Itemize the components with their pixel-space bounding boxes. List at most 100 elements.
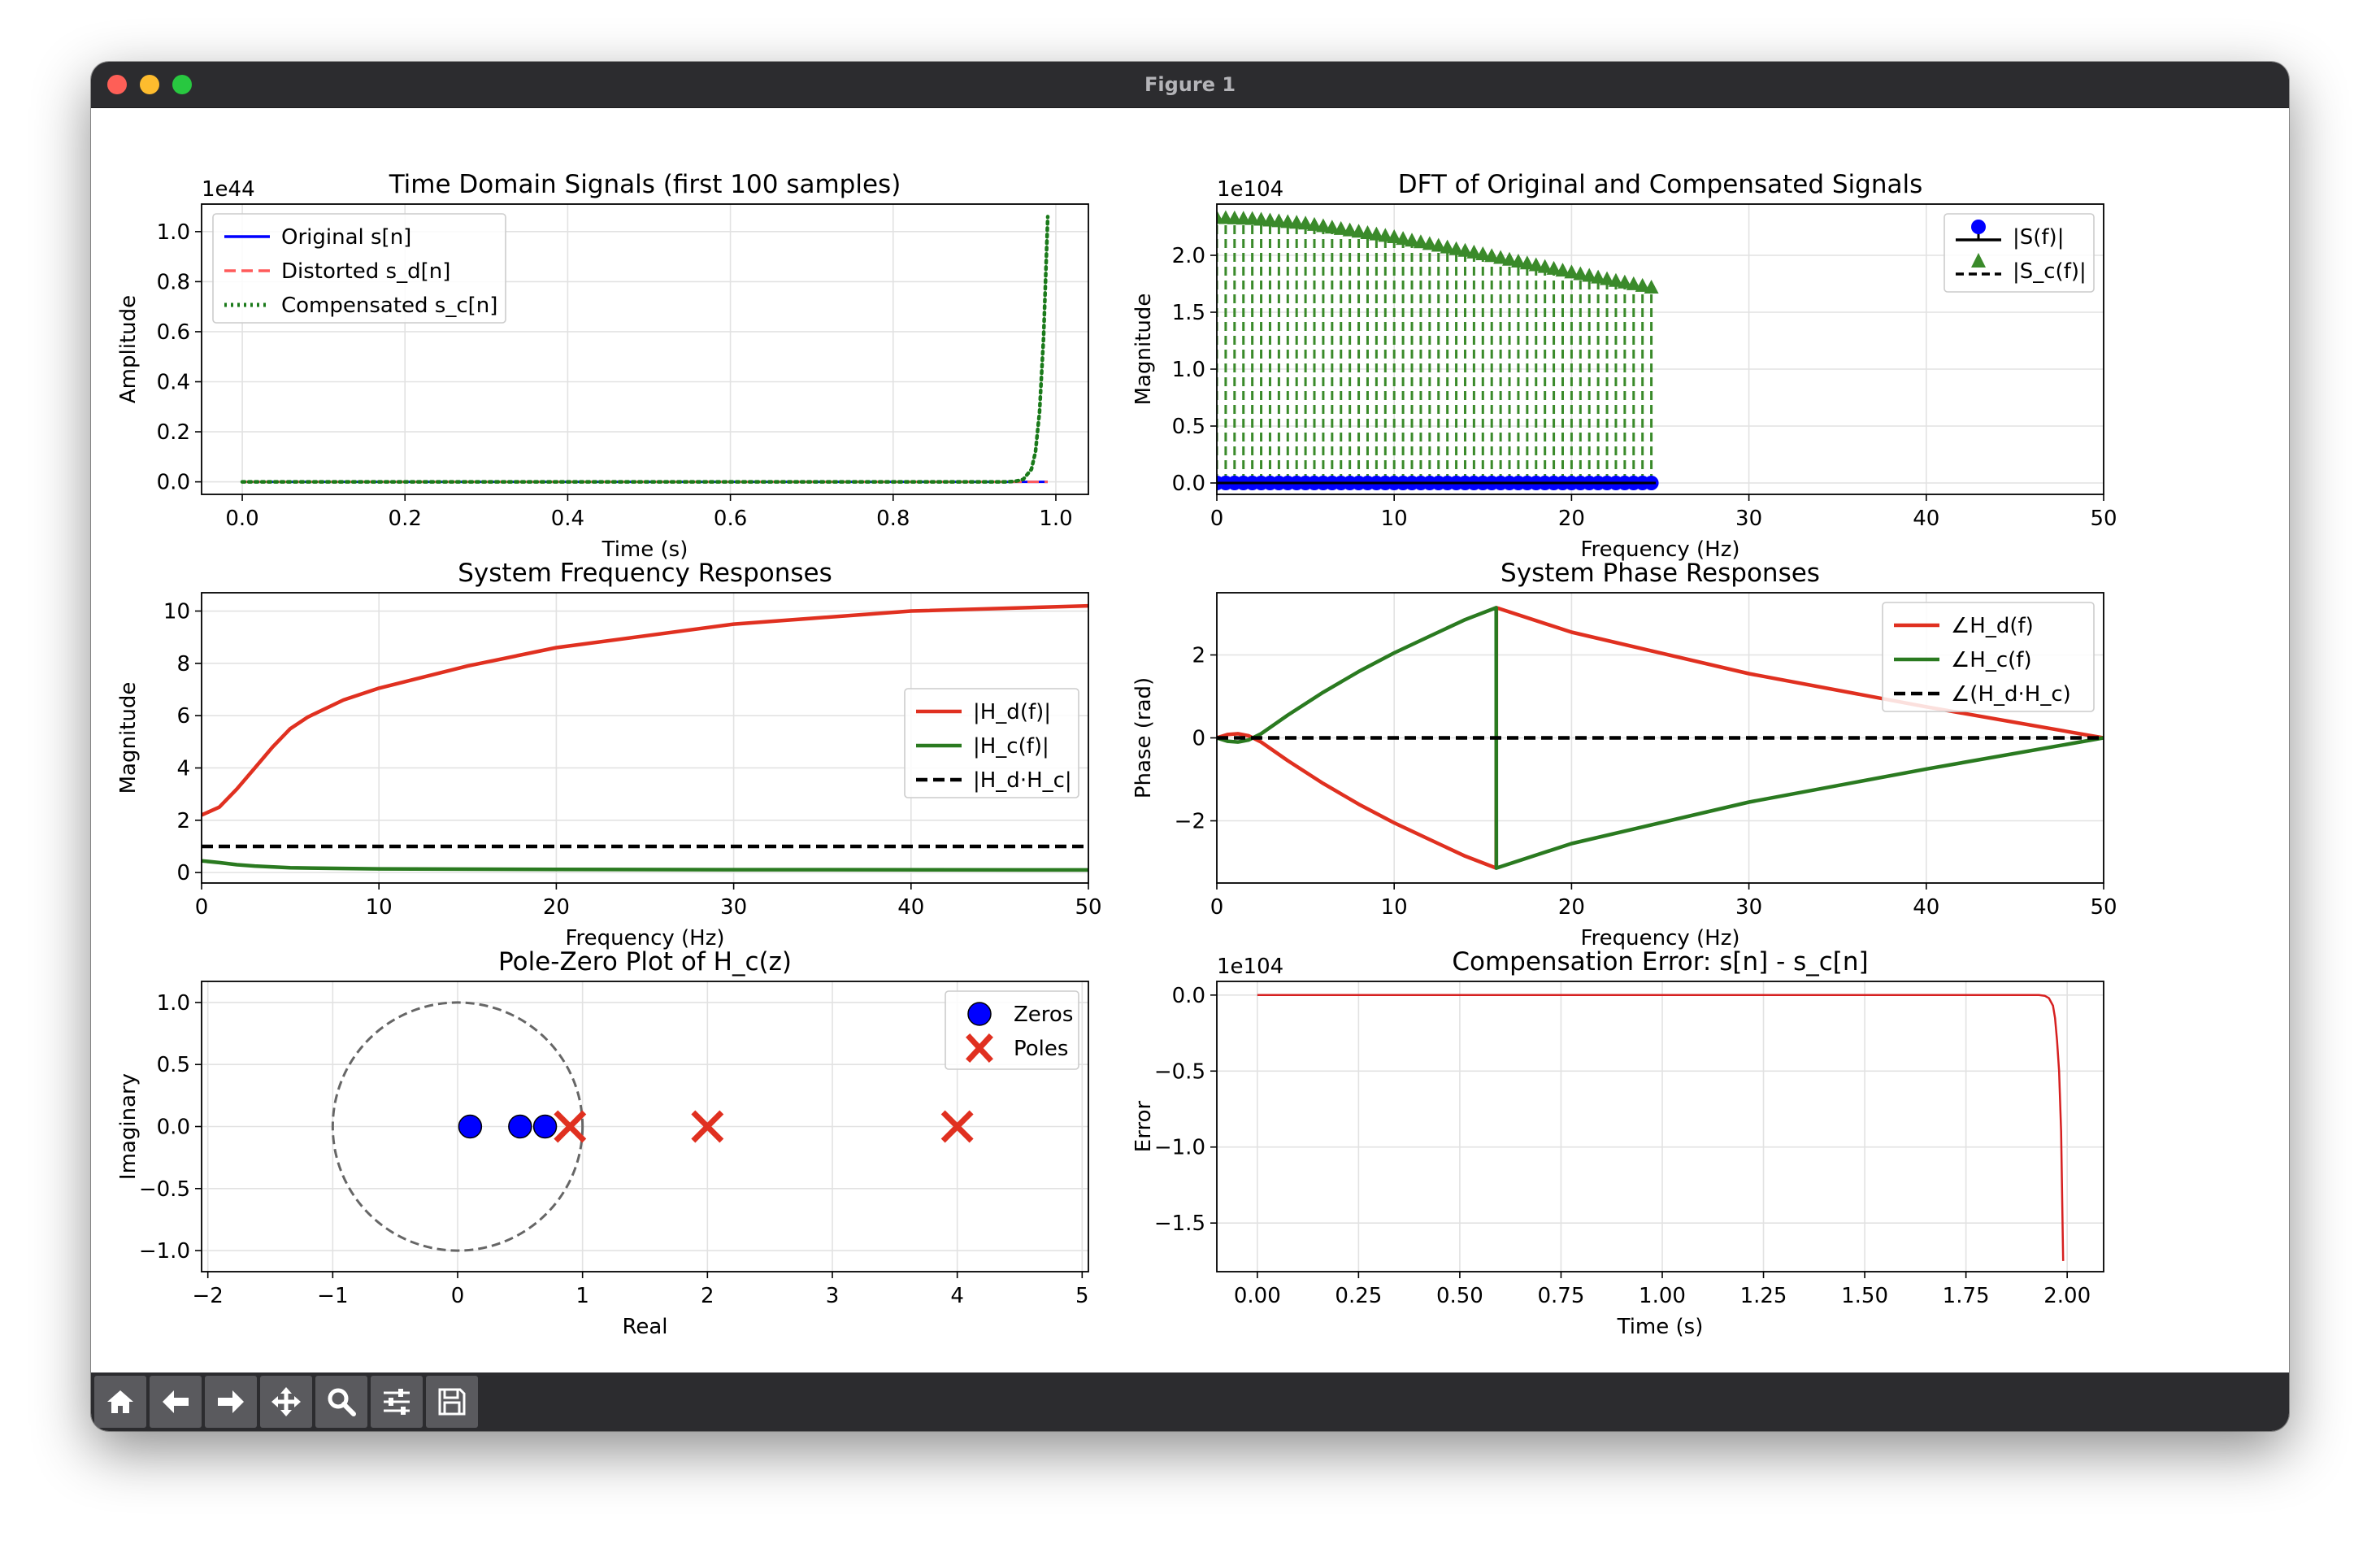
legend-label: Poles	[1014, 1037, 1068, 1061]
x-axis-label: Frequency (Hz)	[565, 926, 724, 951]
stem-marker-compensated	[1626, 276, 1641, 290]
stem-marker-compensated	[1617, 274, 1632, 289]
x-axis-label: Time (s)	[602, 537, 688, 562]
x-tick-label: 20	[1558, 507, 1585, 531]
arrow-left-icon	[163, 1390, 189, 1413]
x-tick-label: 30	[1735, 895, 1762, 920]
zoom-button[interactable]	[315, 1376, 367, 1428]
x-tick-label: 40	[897, 895, 924, 920]
axes-border	[1216, 592, 2104, 884]
pan-button[interactable]	[260, 1376, 312, 1428]
legend-label: Original s[n]	[281, 225, 411, 250]
x-tick-label: 0	[1210, 507, 1224, 531]
stem-marker-compensated	[1546, 260, 1561, 275]
y-tick-label: −0.5	[1154, 1059, 1205, 1084]
axis-offset-text: 1e44	[202, 177, 255, 202]
x-tick-label: 30	[720, 895, 747, 920]
stem-marker-compensated	[1608, 272, 1623, 287]
x-tick-label: 30	[1735, 507, 1762, 531]
legend-label: |S_c(f)|	[2013, 259, 2087, 284]
chart-title: System Phase Responses	[1501, 559, 1820, 588]
legend-label: |H_d·H_c|	[973, 768, 1072, 793]
y-axis-label: Phase (rad)	[1131, 677, 1156, 798]
axes-background	[1217, 981, 2104, 1272]
series-line-phase-hd	[1217, 606, 2104, 870]
back-button[interactable]	[150, 1376, 202, 1428]
chart-title: Time Domain Signals (first 100 samples)	[389, 170, 901, 199]
x-tick-label: 2	[701, 1284, 714, 1308]
legend-label: ∠H_c(f)	[1951, 648, 2032, 672]
legend-swatch	[967, 1002, 992, 1026]
x-tick-label: 0	[195, 895, 209, 920]
legend-label: ∠H_d(f)	[1951, 614, 2034, 638]
pole-marker	[554, 1110, 587, 1143]
plot-area	[202, 603, 1088, 872]
figure-canvas[interactable]: 0.0 0.2 0.4 0.6 0.8 1.0 0.0 0.2 0.4 0.6 0.8 1.0 Time…	[91, 107, 2289, 1372]
configure-subplots-button[interactable]	[371, 1376, 423, 1428]
x-tick-label: 0.25	[1335, 1284, 1382, 1308]
legend-swatch	[1956, 220, 2001, 241]
stem-marker-compensated	[1280, 214, 1296, 228]
plot-area	[1257, 994, 2065, 1261]
magnifier-icon	[328, 1388, 356, 1416]
plot-area	[1217, 606, 2104, 870]
stem-marker-compensated	[1644, 279, 1659, 294]
y-tick-label: −0.5	[139, 1177, 190, 1202]
save-button[interactable]	[426, 1376, 478, 1428]
series-line-hd	[202, 603, 1088, 817]
legend-label: Compensated s_c[n]	[281, 294, 497, 318]
subplot-freq-response: 0 10 20 30 40 50 0 2 4 6 8 10 System Frequency Respo…	[116, 559, 1102, 951]
legend-swatch	[1956, 253, 2001, 276]
y-tick-label: 2.0	[1172, 244, 1205, 268]
axes-border	[1216, 203, 2104, 495]
stem-marker-compensated	[1440, 239, 1455, 254]
y-axis-label: Magnitude	[1131, 294, 1156, 406]
subplot-phase-response: 0 10 20 30 40 50 −2 0 2 System Phase Responses Fre…	[1131, 559, 2117, 951]
stem-marker-compensated	[1360, 224, 1375, 239]
y-tick-label: 1.0	[157, 220, 190, 245]
y-axis-label: Imaginary	[116, 1073, 141, 1180]
pole-marker	[691, 1110, 724, 1143]
x-tick-label: 0.8	[876, 507, 910, 531]
stem-marker-compensated	[1253, 211, 1269, 226]
close-button[interactable]	[107, 75, 127, 94]
y-tick-label: 0.2	[157, 420, 190, 445]
forward-button[interactable]	[205, 1376, 257, 1428]
stem-marker-compensated	[1369, 226, 1384, 241]
floppy-disk-icon	[438, 1388, 466, 1416]
stem-marker-compensated	[1564, 264, 1579, 279]
stem-marker-compensated	[1324, 220, 1340, 234]
y-tick-label: 10	[163, 600, 190, 624]
stem-marker-compensated	[1271, 213, 1287, 228]
stem-marker-compensated	[1510, 253, 1526, 268]
zero-marker	[458, 1114, 483, 1139]
minimize-button[interactable]	[140, 75, 159, 94]
stem-marker-compensated	[1635, 277, 1650, 292]
plot-area	[331, 1001, 974, 1252]
home-button[interactable]	[94, 1376, 146, 1428]
stem-marker-compensated	[1422, 236, 1437, 250]
stem-marker-compensated	[1315, 218, 1331, 233]
axes-border	[201, 981, 1089, 1272]
y-tick-label: 0.0	[157, 1116, 190, 1140]
legend-box	[212, 213, 506, 324]
x-tick-label: 0	[1210, 895, 1224, 920]
x-tick-label: 0.00	[1234, 1284, 1281, 1308]
maximize-button[interactable]	[172, 75, 192, 94]
y-tick-label: 0.4	[157, 371, 190, 395]
x-tick-label: 0.2	[389, 507, 422, 531]
legend-label: |H_d(f)|	[973, 700, 1051, 724]
y-tick-label: 0	[1192, 727, 1205, 751]
x-tick-label: 0.6	[714, 507, 747, 531]
series-line-hc	[202, 859, 1088, 872]
stem-marker-compensated	[1396, 231, 1411, 246]
y-tick-label: 1.0	[1172, 358, 1205, 382]
subplot-time-domain: 0.0 0.2 0.4 0.6 0.8 1.0 0.0 0.2 0.4 0.6 0.8 1.0 Time…	[116, 170, 1089, 562]
legend-marker	[1971, 253, 1986, 268]
y-tick-label: 0.5	[1172, 415, 1205, 439]
stem-marker-compensated	[1457, 242, 1473, 257]
stem-marker-compensated	[1591, 269, 1606, 284]
chart-title: DFT of Original and Compensated Signals	[1398, 170, 1923, 199]
x-tick-label: 3	[826, 1284, 840, 1308]
stem-marker-compensated	[1342, 222, 1357, 237]
